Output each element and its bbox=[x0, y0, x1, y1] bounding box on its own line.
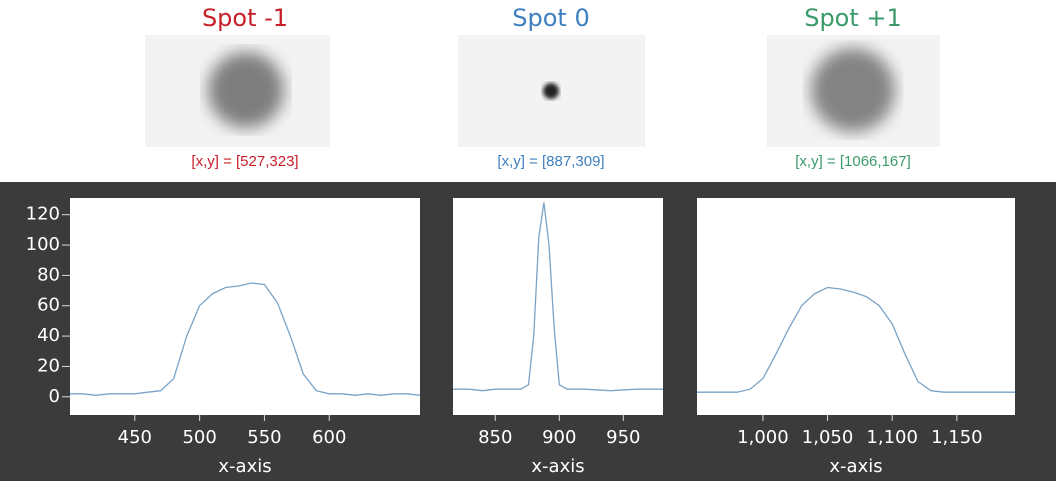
spot-title: Spot -1 bbox=[202, 4, 288, 32]
spot-blob bbox=[208, 52, 284, 128]
x-tick-label: 1,000 bbox=[737, 427, 789, 448]
x-axis-label: x-axis bbox=[218, 456, 271, 477]
spot-blob bbox=[543, 83, 559, 99]
x-tick-label: 850 bbox=[478, 427, 512, 448]
x-tick-label: 1,100 bbox=[866, 427, 918, 448]
x-tick-label: 950 bbox=[606, 427, 640, 448]
plot-area bbox=[697, 198, 1015, 415]
spot-blob bbox=[811, 48, 895, 132]
x-tick-label: 600 bbox=[312, 427, 346, 448]
y-tick-label: 100 bbox=[26, 234, 60, 255]
x-tick-label: 1,150 bbox=[931, 427, 983, 448]
x-tick-label: 900 bbox=[542, 427, 576, 448]
spot-coordinates: [x,y] = [887,309] bbox=[497, 153, 604, 170]
y-tick-label: 20 bbox=[37, 355, 60, 376]
spot-title: Spot 0 bbox=[512, 4, 589, 32]
figure: Spot -1 [x,y] = [527,323] 450 500 550 600 0 20 4… bbox=[0, 0, 1056, 481]
spot-coordinates: [x,y] = [527,323] bbox=[191, 153, 298, 170]
x-tick-label: 1,050 bbox=[802, 427, 854, 448]
y-tick-label: 0 bbox=[49, 386, 60, 407]
y-tick-label: 80 bbox=[37, 264, 60, 285]
x-axis-label: x-axis bbox=[829, 456, 882, 477]
y-tick-label: 40 bbox=[37, 325, 60, 346]
y-tick-label: 120 bbox=[26, 204, 60, 225]
x-tick-label: 450 bbox=[118, 427, 152, 448]
spot-coordinates: [x,y] = [1066,167] bbox=[795, 153, 911, 170]
spot-title: Spot +1 bbox=[804, 4, 902, 32]
y-tick-label: 60 bbox=[37, 295, 60, 316]
x-tick-label: 550 bbox=[247, 427, 281, 448]
x-axis-label: x-axis bbox=[531, 456, 584, 477]
plot-area bbox=[70, 198, 420, 415]
x-tick-label: 500 bbox=[182, 427, 216, 448]
plot-area bbox=[453, 198, 663, 415]
